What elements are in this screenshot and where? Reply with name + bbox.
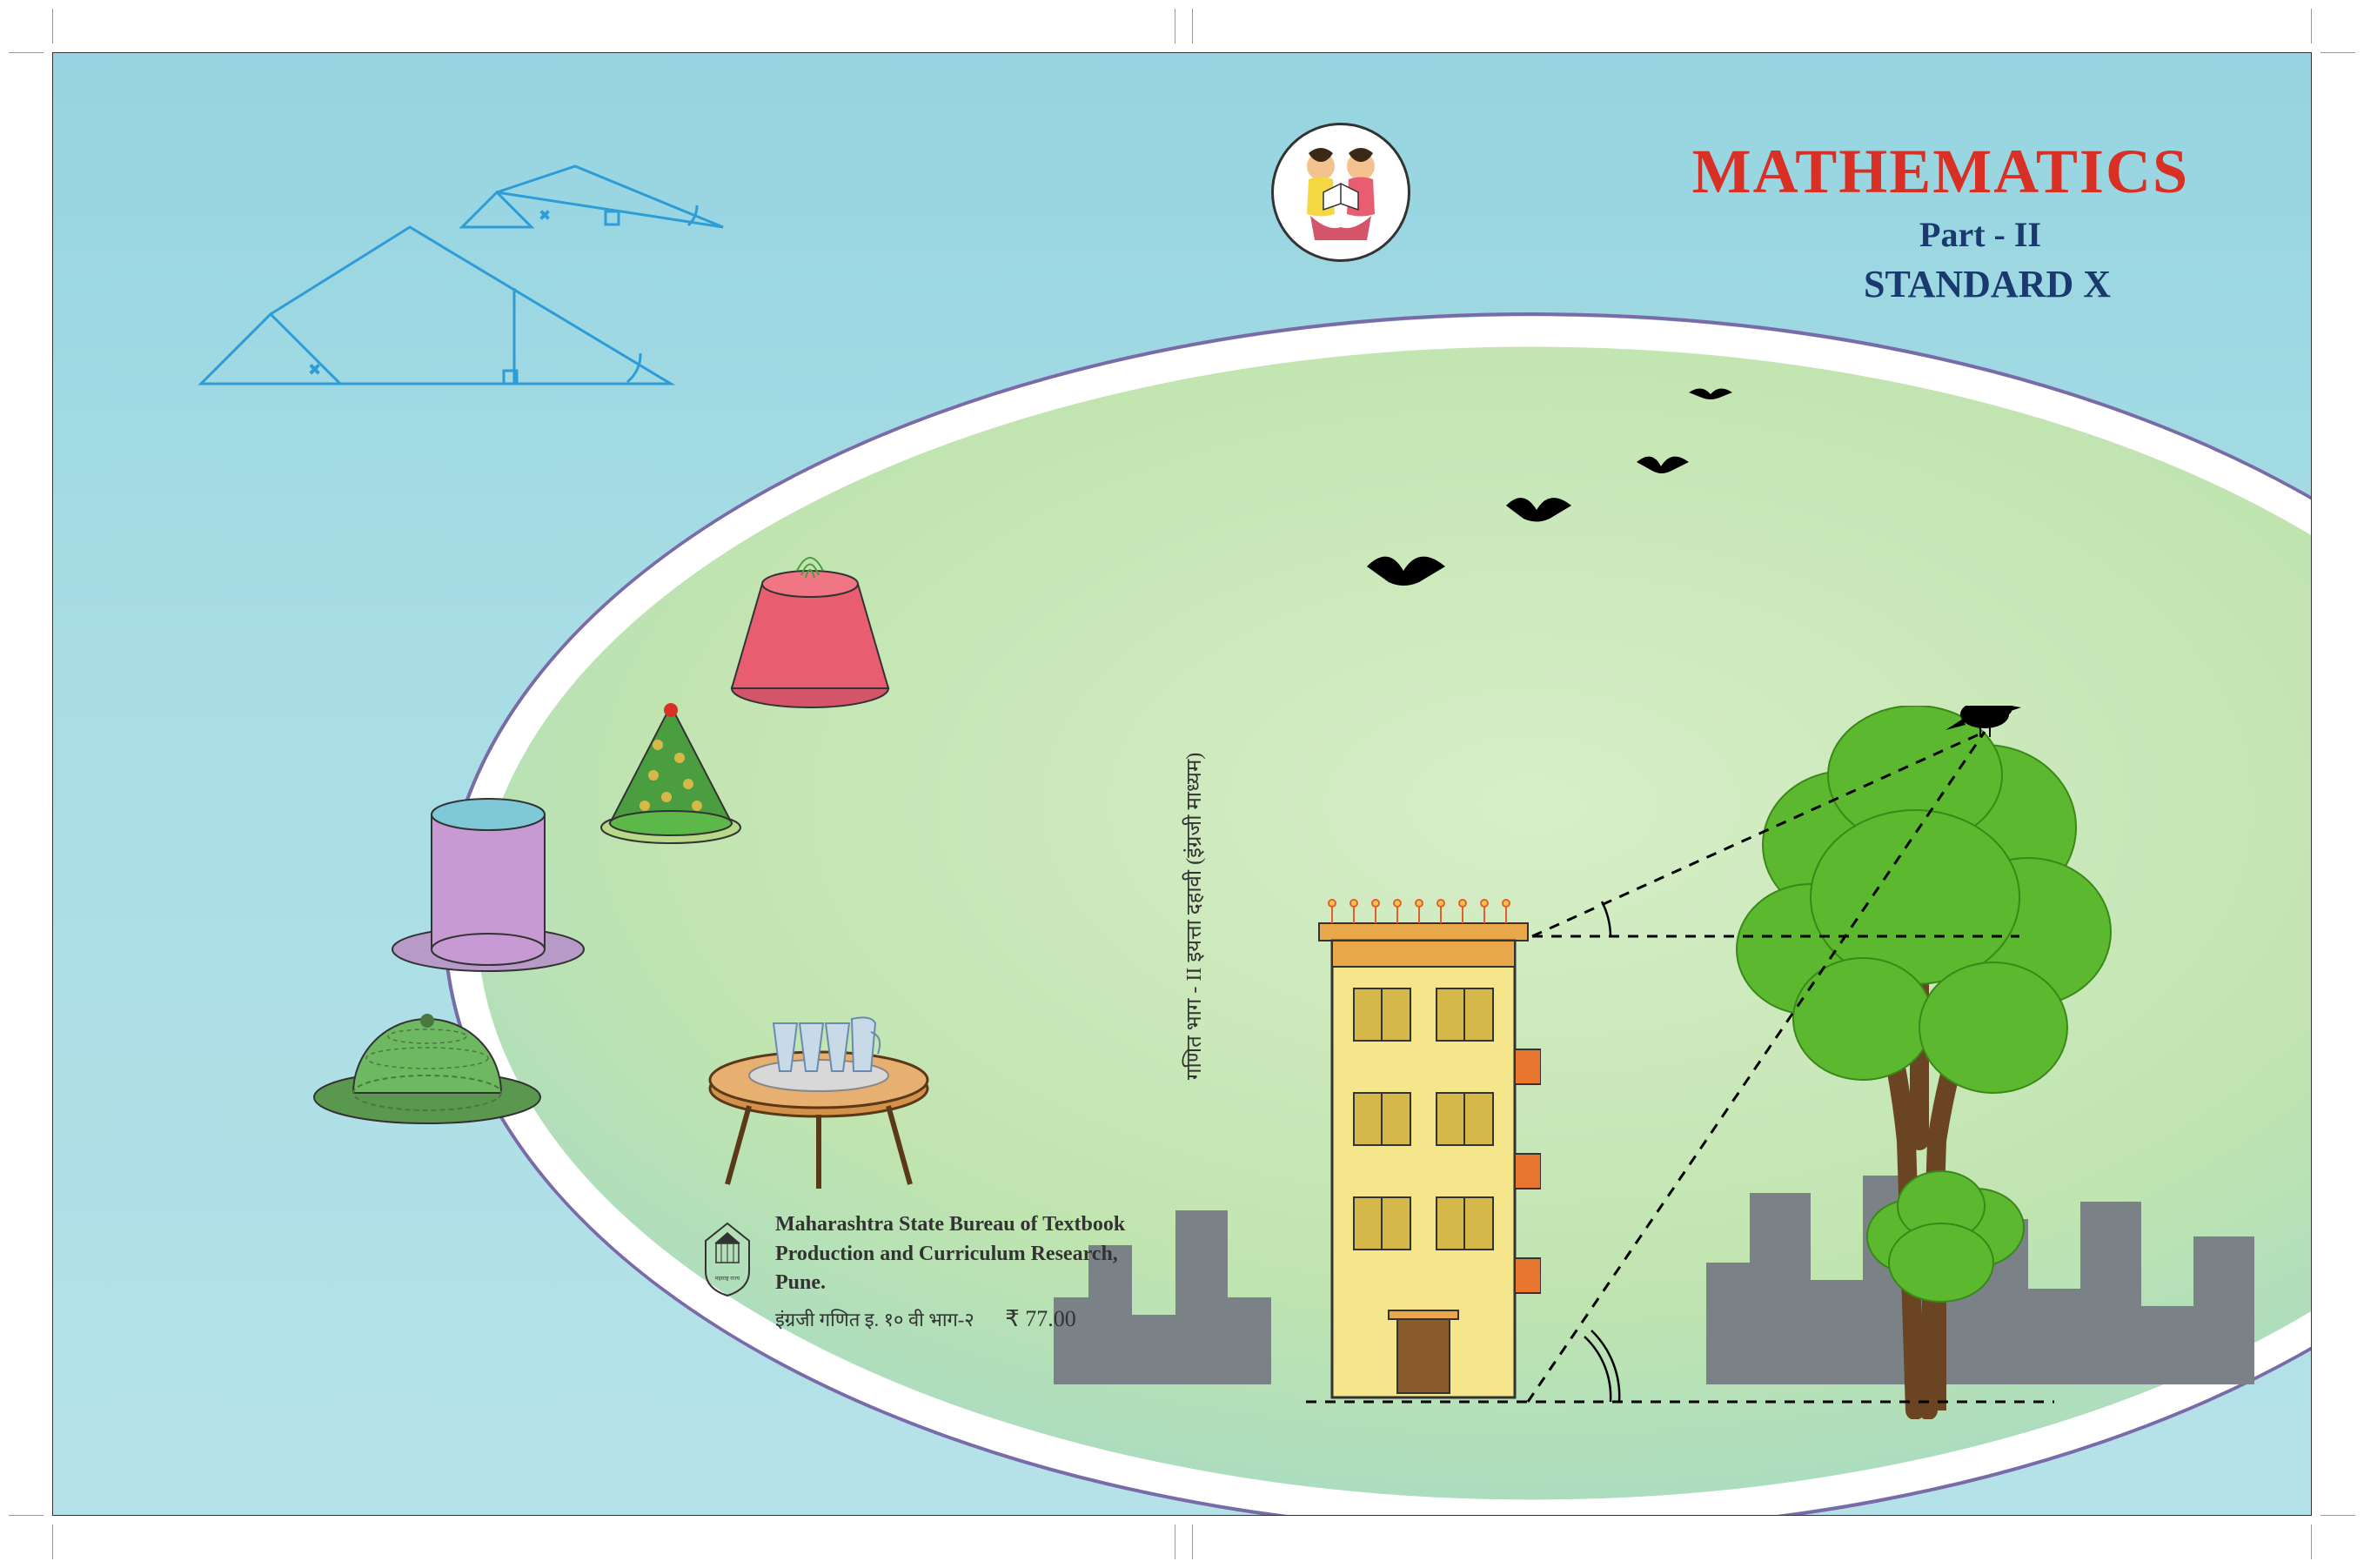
- crop-mark: [1192, 1524, 1193, 1559]
- cone-shape: [593, 693, 749, 849]
- hemisphere-hat: [305, 975, 549, 1132]
- crop-mark: [2311, 1524, 2312, 1559]
- book-cover: × ×: [52, 52, 2312, 1516]
- flying-birds: [1358, 384, 1880, 688]
- crop-mark: [52, 1524, 53, 1559]
- title-part: Part - II: [1919, 214, 2041, 255]
- table-glasses: [697, 975, 941, 1193]
- title-standard: STANDARD X: [1864, 262, 2111, 306]
- children-reading-icon: [1284, 136, 1397, 249]
- publisher-line1: Maharashtra State Bureau of Textbook: [775, 1210, 1125, 1240]
- price-value: ₹ 77.00: [1005, 1306, 1076, 1331]
- crop-mark: [9, 52, 44, 53]
- svg-text:×: ×: [540, 206, 549, 224]
- crop-mark: [1192, 9, 1193, 44]
- frustum-shape: [723, 553, 897, 710]
- bureau-emblem: महाराष्ट्र राज्य: [697, 1219, 758, 1297]
- product-code: इंग्रजी गणित इ. १० वी भाग-२: [775, 1309, 974, 1330]
- title-main: MATHEMATICS: [1692, 136, 2189, 208]
- crop-mark: [2311, 9, 2312, 44]
- publisher-info: Maharashtra State Bureau of Textbook Pro…: [775, 1210, 1125, 1298]
- publisher-line2: Production and Curriculum Research,: [775, 1240, 1125, 1270]
- price-line: इंग्रजी गणित इ. १० वी भाग-२ ₹ 77.00: [775, 1306, 1076, 1332]
- spine-text: गणित भाग - II इयत्ता दहावी (इंग्रजी माध्…: [1180, 645, 1209, 1080]
- crop-mark: [9, 1515, 44, 1516]
- svg-text:महाराष्ट्र राज्य: महाराष्ट्र राज्य: [715, 1277, 740, 1282]
- svg-text:×: ×: [310, 360, 319, 379]
- publisher-logo: [1271, 123, 1410, 262]
- crop-mark: [52, 9, 53, 44]
- crop-mark: [2320, 1515, 2355, 1516]
- geometric-triangles: × ×: [166, 157, 775, 419]
- publisher-line3: Pune.: [775, 1269, 1125, 1298]
- sight-lines: [1306, 714, 2089, 1411]
- cylinder-shape: [384, 775, 593, 975]
- crop-mark: [2320, 52, 2355, 53]
